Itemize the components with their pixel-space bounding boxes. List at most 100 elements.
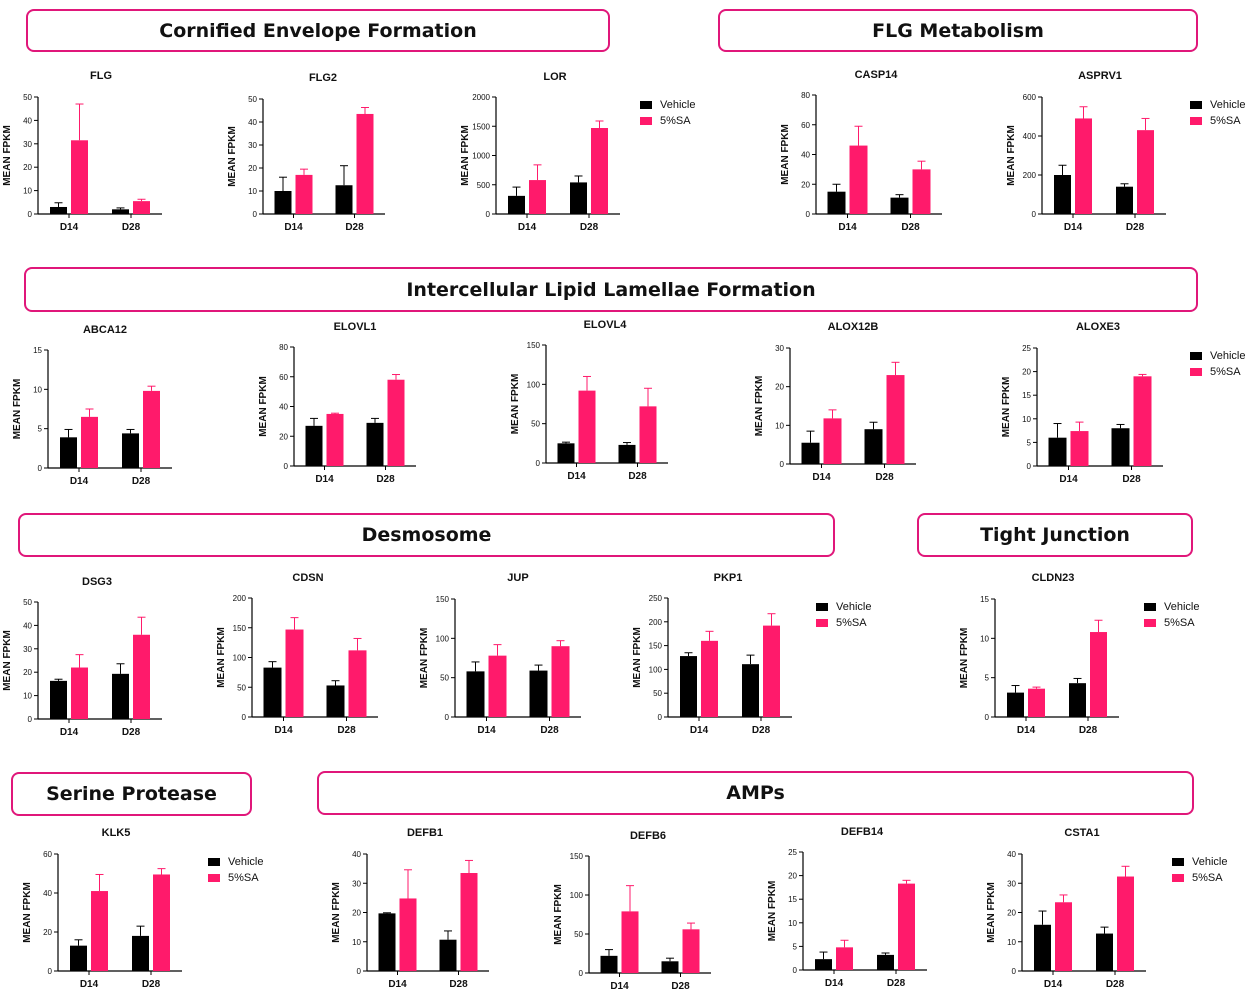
y-tick-label: 0 <box>1027 462 1032 471</box>
x-tick-label: D14 <box>1044 979 1063 990</box>
bar-vehicle <box>742 664 759 717</box>
chart-title: PKP1 <box>714 572 743 584</box>
y-tick-label: 15 <box>980 595 989 604</box>
bar-sa <box>836 947 853 970</box>
y-tick-label: 80 <box>801 91 810 100</box>
bar-vehicle <box>50 206 67 214</box>
legend-swatch-vehicle <box>1172 858 1184 866</box>
bar-vehicle <box>112 209 129 214</box>
y-tick-label: 5 <box>985 674 990 683</box>
y-tick-label: 10 <box>775 421 784 430</box>
x-tick-label: D14 <box>838 222 857 233</box>
x-tick-label: D14 <box>825 978 844 989</box>
bar-vehicle <box>680 656 697 717</box>
x-tick-label: D28 <box>901 222 920 233</box>
legend-label-sa: 5%SA <box>836 617 867 629</box>
bar-vehicle <box>801 442 820 464</box>
y-tick-label: 0 <box>357 967 362 976</box>
y-tick-label: 5 <box>1027 438 1032 447</box>
legend: Vehicle 5%SA <box>1190 97 1245 129</box>
chart-pkp1: PKP1 MEAN FPKM 0 50 100 150 200 250 D14 D28 <box>632 572 792 736</box>
legend: Vehicle 5%SA <box>1190 348 1245 380</box>
x-tick-label: D28 <box>887 978 906 989</box>
legend-swatch-sa <box>640 117 652 125</box>
y-tick-label: 40 <box>279 403 288 412</box>
y-tick-label: 40 <box>23 621 32 630</box>
bar-sa <box>71 667 88 719</box>
y-axis-label: MEAN FPKM <box>2 630 13 691</box>
bar-vehicle <box>1034 924 1051 971</box>
bar-sa <box>285 629 304 717</box>
bar-vehicle <box>890 197 909 214</box>
bar-sa <box>133 201 150 214</box>
y-axis-label: MEAN FPKM <box>632 627 643 688</box>
bar-sa <box>1117 876 1134 971</box>
x-tick-label: D28 <box>142 979 161 990</box>
bar-vehicle <box>378 913 396 971</box>
x-tick-label: D14 <box>812 472 831 483</box>
y-tick-label: 20 <box>23 668 32 677</box>
bar-vehicle <box>112 673 129 719</box>
y-tick-label: 50 <box>531 420 540 429</box>
y-tick-label: 0 <box>1032 210 1037 219</box>
y-tick-label: 150 <box>649 642 663 651</box>
y-tick-label: 150 <box>436 595 450 604</box>
legend-label-sa: 5%SA <box>1210 366 1241 378</box>
legend-swatch-vehicle <box>640 101 652 109</box>
legend-swatch-vehicle <box>1190 352 1202 360</box>
y-tick-label: 40 <box>1007 850 1016 859</box>
x-tick-label: D28 <box>875 472 894 483</box>
x-tick-label: D28 <box>580 222 599 233</box>
y-tick-label: 40 <box>43 889 52 898</box>
y-axis-label: MEAN FPKM <box>1001 377 1012 438</box>
legend-label-sa: 5%SA <box>1210 115 1241 127</box>
x-tick-label: D28 <box>449 979 468 990</box>
y-tick-label: 20 <box>43 928 52 937</box>
y-tick-label: 60 <box>279 373 288 382</box>
section-flg-metabolism: FLG Metabolism <box>718 9 1198 52</box>
y-tick-label: 20 <box>1007 909 1016 918</box>
y-tick-label: 200 <box>649 618 663 627</box>
x-tick-label: D28 <box>1122 474 1141 485</box>
section-serine-protease: Serine Protease <box>11 772 252 816</box>
y-tick-label: 20 <box>23 163 32 172</box>
y-tick-label: 10 <box>33 385 42 394</box>
bar-sa <box>91 891 108 971</box>
y-tick-label: 60 <box>43 850 52 859</box>
bar-vehicle <box>618 444 636 463</box>
y-axis-label: MEAN FPKM <box>216 627 227 688</box>
chart-casp14: CASP14 MEAN FPKM 0 20 40 60 80 D14 D28 <box>780 69 942 233</box>
y-tick-label: 600 <box>1023 93 1037 102</box>
x-tick-label: D28 <box>376 474 395 485</box>
bar-sa <box>591 128 608 214</box>
y-tick-label: 200 <box>1023 171 1037 180</box>
chart-title: FLG <box>90 70 112 82</box>
bar-sa <box>1133 376 1152 466</box>
bar-vehicle <box>1111 428 1130 466</box>
chart-abca12: ABCA12 MEAN FPKM 0 5 10 15 D14 D28 <box>12 324 172 487</box>
bar-vehicle <box>1007 692 1024 717</box>
legend-label-sa: 5%SA <box>1192 872 1223 884</box>
bar-sa <box>529 180 546 214</box>
y-tick-label: 0 <box>253 210 258 219</box>
bar-vehicle <box>305 425 323 466</box>
y-tick-label: 150 <box>570 852 584 861</box>
bar-vehicle <box>132 935 149 971</box>
y-tick-label: 150 <box>527 341 541 350</box>
chart-title: JUP <box>507 572 528 584</box>
legend-label-sa: 5%SA <box>228 872 259 884</box>
y-tick-label: 20 <box>352 909 361 918</box>
chart-title: DEFB14 <box>841 826 884 838</box>
bar-sa <box>356 113 374 214</box>
bar-vehicle <box>557 443 575 463</box>
bar-vehicle <box>466 671 485 717</box>
bar-sa <box>1075 118 1092 214</box>
chart-title: ABCA12 <box>83 324 127 336</box>
chart-title: ELOVL1 <box>334 321 377 333</box>
y-tick-label: 5 <box>38 425 43 434</box>
bar-sa <box>912 169 931 214</box>
y-axis-label: MEAN FPKM <box>553 884 564 945</box>
bar-sa <box>81 416 98 468</box>
bar-vehicle <box>529 670 548 717</box>
y-axis-label: MEAN FPKM <box>754 376 765 437</box>
